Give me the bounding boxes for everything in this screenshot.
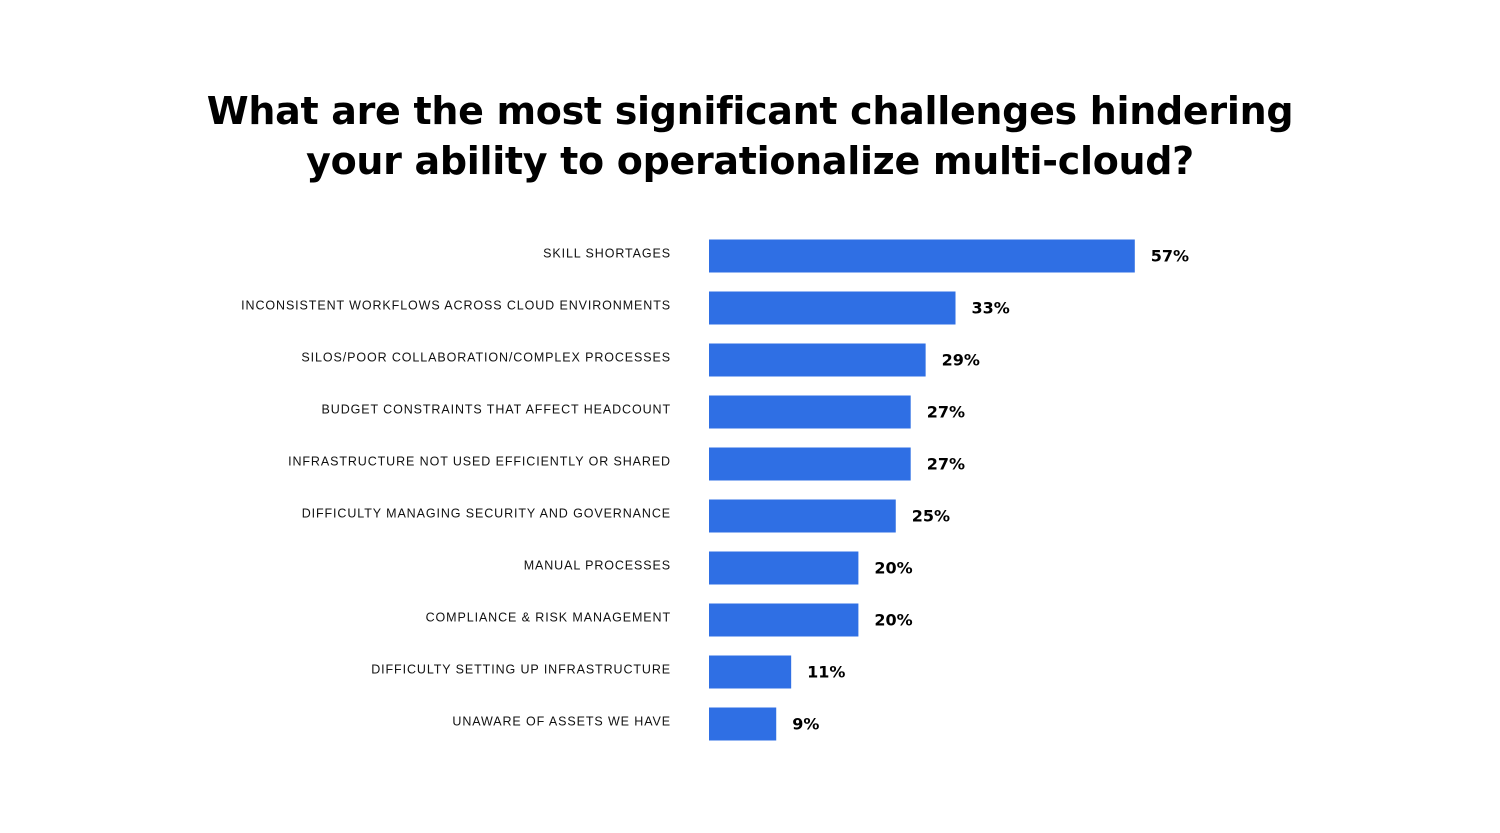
value-label: 29% (942, 351, 980, 370)
bar (709, 447, 911, 481)
bar (709, 603, 859, 637)
category-label: INCONSISTENT WORKFLOWS ACROSS CLOUD ENVI… (241, 298, 671, 312)
category-label: BUDGET CONSTRAINTS THAT AFFECT HEADCOUNT (322, 402, 671, 416)
category-label: SILOS/POOR COLLABORATION/COMPLEX PROCESS… (301, 350, 671, 364)
chart-title-line-2: your ability to operationalize multi-clo… (306, 139, 1194, 183)
category-label: SKILL SHORTAGES (543, 246, 671, 260)
category-label: DIFFICULTY MANAGING SECURITY AND GOVERNA… (302, 506, 671, 520)
category-label: INFRASTRUCTURE NOT USED EFFICIENTLY OR S… (288, 454, 671, 468)
category-label: DIFFICULTY SETTING UP INFRASTRUCTURE (371, 662, 671, 676)
bar (709, 707, 777, 741)
bar (709, 239, 1135, 273)
category-label: COMPLIANCE & RISK MANAGEMENT (426, 610, 671, 624)
category-label: MANUAL PROCESSES (524, 558, 671, 572)
bar (709, 291, 956, 325)
bar (709, 395, 911, 429)
value-label: 27% (927, 403, 965, 422)
chart-title: What are the most significant challenges… (0, 86, 1500, 186)
chart-title-line-1: What are the most significant challenges… (206, 89, 1294, 133)
value-label: 27% (927, 455, 965, 474)
value-label: 9% (792, 715, 819, 734)
bar (709, 499, 896, 533)
value-label: 20% (874, 611, 912, 630)
bar (709, 551, 859, 585)
value-label: 33% (972, 299, 1010, 318)
value-label: 11% (807, 663, 845, 682)
value-label: 57% (1151, 247, 1189, 266)
category-label: UNAWARE OF ASSETS WE HAVE (452, 714, 671, 728)
value-label: 20% (874, 559, 912, 578)
value-label: 25% (912, 507, 950, 526)
bar (709, 343, 926, 377)
bar (709, 655, 792, 689)
